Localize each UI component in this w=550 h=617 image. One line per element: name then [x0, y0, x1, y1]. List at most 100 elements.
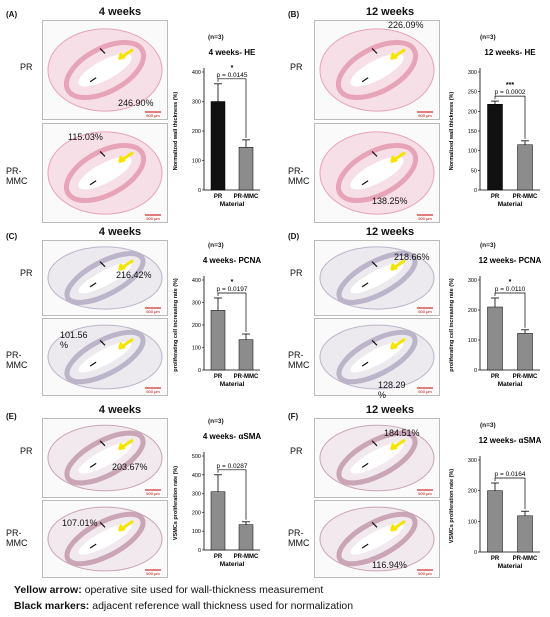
vessel-wall	[335, 40, 419, 100]
y-tick-label: 200	[468, 109, 477, 115]
chart-title: 4 weeks- αSMA	[203, 432, 261, 441]
black-marker-icon	[361, 261, 378, 288]
scale-bar-label: 500 μm	[418, 309, 432, 314]
tissue-section: 500 μm	[43, 241, 167, 315]
bar	[238, 524, 254, 551]
x-tick-label: PR-MMC	[513, 194, 538, 200]
y-tick-label: 0	[474, 188, 477, 194]
percent-pr: 216.42%	[116, 270, 152, 280]
histology-image-pr-mmc: 500 μm	[314, 500, 440, 578]
vessel-wall	[63, 143, 147, 203]
scale-bar-label: 500 μm	[146, 309, 160, 314]
row-label-pr-mmc: PR-MMC	[288, 166, 310, 186]
vessel-wall	[64, 251, 146, 305]
scale-bar-label: 500 μm	[418, 389, 432, 394]
sample-size: (n=3)	[480, 34, 496, 41]
vessel-wall	[64, 511, 146, 567]
y-axis-label: VSMCs proliferation rate (%)	[449, 469, 455, 543]
yellow-arrow-icon	[390, 520, 406, 532]
vessel-wall	[64, 329, 146, 385]
panel-title: 4 weeks	[98, 6, 142, 18]
histology-image-pr-mmc: 500 μm	[42, 123, 168, 223]
sample-size: (n=3)	[208, 242, 224, 249]
row-label-pr: PR	[20, 268, 33, 278]
panel-label: (A)	[6, 10, 18, 19]
x-axis-label: Material	[498, 201, 523, 208]
black-marker-icon	[89, 48, 106, 83]
tissue-section: 500 μm	[315, 319, 439, 395]
black-marker-icon	[361, 151, 378, 186]
yellow-arrow-icon	[390, 48, 406, 60]
panel-label: (D)	[288, 232, 300, 241]
black-marker-icon	[89, 440, 106, 468]
scale-bar-label: 500 μm	[146, 216, 160, 221]
y-tick-label: 100	[468, 338, 477, 344]
scale-bar-label: 500 μm	[146, 113, 160, 118]
percent-pr: 218.66%	[394, 252, 430, 262]
y-tick-label: 500	[192, 454, 201, 460]
x-tick-label: PR	[491, 374, 500, 380]
bar	[210, 310, 226, 371]
histology-image-pr: 500 μm	[42, 240, 168, 316]
vessel-wall	[335, 143, 419, 203]
panel-label: (B)	[288, 10, 300, 19]
vessel-lumen	[350, 156, 404, 190]
p-value: p = 0.0287	[217, 463, 248, 470]
row-label-pr: PR	[290, 62, 303, 72]
y-tick-label: 0	[474, 368, 477, 374]
y-axis-label: Normalized wall thickness (%)	[449, 92, 455, 171]
vessel-lumen	[350, 53, 404, 87]
significance-bracket	[494, 292, 526, 328]
y-tick-label: 250	[468, 90, 477, 96]
row-label-pr: PR	[290, 268, 303, 278]
row-label-pr: PR	[20, 446, 33, 456]
row-label-pr: PR	[290, 446, 303, 456]
yellow-arrow-icon	[118, 338, 134, 350]
p-value: p = 0.0002	[495, 89, 526, 96]
panel-label: (F)	[288, 412, 299, 421]
bar-chart: 4 weeks- αSMA 0 100 200 300 400 500 VSMCs proli…	[168, 430, 268, 576]
y-tick-label: 200	[468, 489, 477, 495]
tissue-section: 500 μm	[315, 501, 439, 577]
chart-svg: 12 weeks- PCNA 0 100 200 300 proliferating ce…	[449, 256, 542, 388]
histology-image-pr: 500 μm	[314, 240, 440, 316]
tissue-section: 500 μm	[315, 241, 439, 315]
y-axis-label: proliferating cell increasing rate (%)	[173, 278, 179, 372]
y-tick-label: 100	[468, 149, 477, 155]
significance-stars: *	[509, 279, 512, 286]
chart-svg: 12 weeks- HE 0 50 100 150 200 250 300 Normalized…	[449, 48, 540, 208]
chart-title: 4 weeks- PCNA	[203, 256, 261, 265]
y-tick-label: 300	[468, 458, 477, 464]
y-tick-label: 100	[468, 519, 477, 525]
black-marker-icon	[361, 521, 378, 549]
black-marker-icon	[89, 261, 106, 288]
y-tick-label: 400	[192, 70, 201, 76]
legend-yellow: Yellow arrow: operative site used for wa…	[14, 584, 323, 596]
vessel-wall	[336, 430, 418, 486]
legend-black-text: adjacent reference wall thickness used f…	[89, 600, 354, 612]
x-tick-label: PR-MMC	[513, 374, 538, 380]
histology-image-pr: 500 μm	[314, 418, 440, 498]
histology-image-pr-mmc: 500 μm	[314, 123, 440, 223]
bar	[238, 339, 254, 371]
black-marker-icon	[361, 440, 378, 468]
significance-bracket	[494, 95, 526, 139]
row-label-pr-mmc: PR-MMC	[6, 166, 28, 186]
histology-image-pr-mmc: 500 μm	[42, 500, 168, 578]
yellow-arrow-icon	[118, 520, 134, 532]
bar	[517, 144, 533, 191]
vessel-wall	[336, 329, 418, 385]
yellow-arrow-icon	[390, 338, 406, 350]
scale-bar-label: 500 μm	[418, 491, 432, 496]
bar	[517, 333, 533, 371]
black-marker-icon	[89, 151, 106, 186]
chart-svg: 12 weeks- αSMA 0 100 200 300 VSMCs proliferat…	[449, 436, 542, 570]
chart-svg: 4 weeks- αSMA 0 100 200 300 400 500 VSMCs proli…	[173, 432, 261, 568]
legend-black-label: Black markers:	[14, 600, 90, 612]
significance-bracket	[217, 469, 247, 520]
tissue-section: 500 μm	[43, 319, 167, 395]
percent-pr: 184.51%	[384, 428, 420, 438]
black-marker-icon	[89, 521, 106, 549]
row-label-pr-mmc: PR-MMC	[288, 528, 310, 548]
bar	[487, 490, 503, 553]
